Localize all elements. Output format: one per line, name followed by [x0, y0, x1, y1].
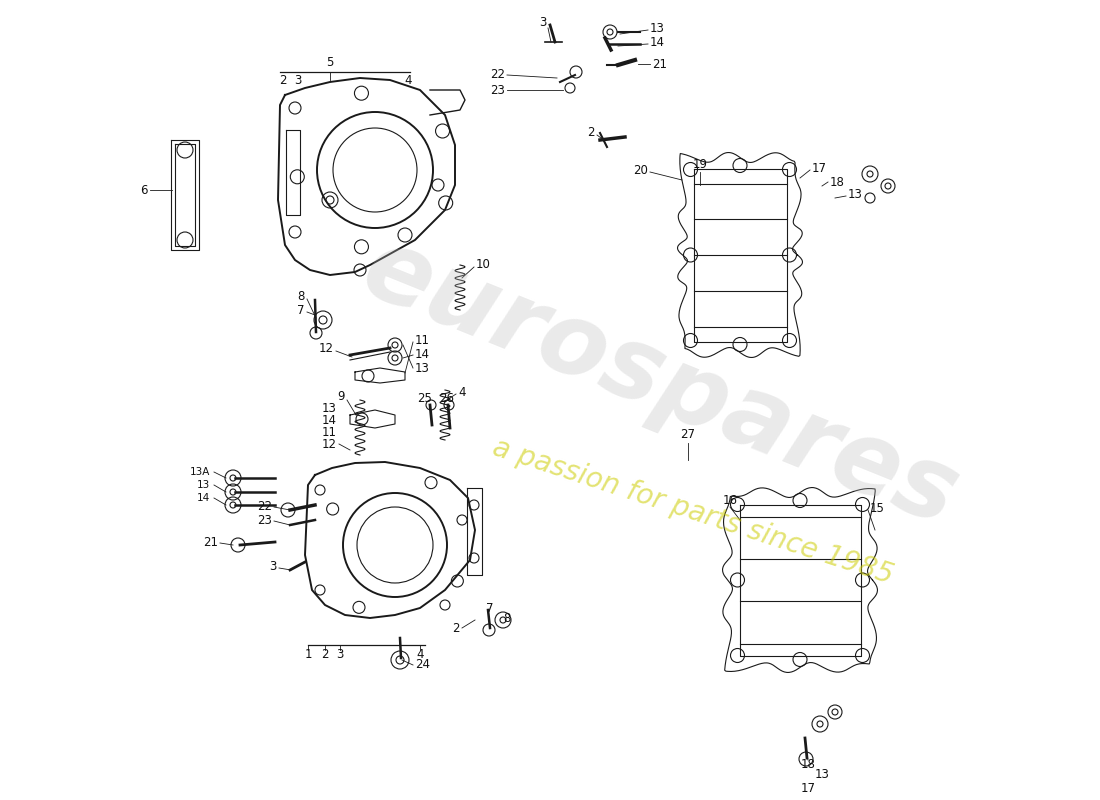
Text: 17: 17 [812, 162, 827, 174]
Text: 13: 13 [322, 402, 337, 414]
Text: 24: 24 [415, 658, 430, 671]
Text: 3: 3 [539, 15, 547, 29]
Text: 8: 8 [298, 290, 305, 303]
Text: 11: 11 [415, 334, 430, 346]
Text: 13: 13 [815, 769, 829, 782]
Text: 13A: 13A [189, 467, 210, 477]
Text: eurospares: eurospares [349, 221, 971, 547]
Text: 23: 23 [491, 83, 505, 97]
Text: 15: 15 [870, 502, 884, 514]
Text: 19: 19 [693, 158, 707, 171]
Text: 26: 26 [440, 391, 454, 405]
Text: 22: 22 [257, 501, 272, 514]
Text: 1: 1 [305, 647, 311, 661]
Text: 18: 18 [801, 758, 815, 771]
Text: 2: 2 [452, 622, 460, 634]
Text: 2: 2 [279, 74, 287, 86]
Text: 4: 4 [416, 647, 424, 661]
Text: 12: 12 [319, 342, 334, 355]
Text: 14: 14 [322, 414, 337, 426]
Text: 14: 14 [650, 35, 666, 49]
Text: 7: 7 [297, 303, 305, 317]
Text: 21: 21 [204, 537, 218, 550]
Text: 21: 21 [652, 58, 667, 70]
Text: 2: 2 [321, 647, 329, 661]
Text: 4: 4 [458, 386, 465, 398]
Text: a passion for parts since 1985: a passion for parts since 1985 [490, 434, 896, 590]
Text: 14: 14 [197, 493, 210, 503]
Text: 27: 27 [681, 429, 695, 442]
Text: 11: 11 [322, 426, 337, 438]
Text: 13: 13 [197, 480, 210, 490]
Text: 13: 13 [848, 189, 862, 202]
Text: 14: 14 [415, 349, 430, 362]
Text: 20: 20 [634, 163, 648, 177]
Text: 3: 3 [295, 74, 301, 86]
Text: 23: 23 [257, 514, 272, 527]
Text: 3: 3 [270, 561, 277, 574]
Text: 6: 6 [141, 183, 149, 197]
Text: 5: 5 [327, 55, 333, 69]
Text: 25: 25 [418, 391, 432, 405]
Text: 2: 2 [587, 126, 595, 139]
Text: 16: 16 [723, 494, 737, 506]
Text: 22: 22 [490, 69, 505, 82]
Text: 3: 3 [337, 647, 343, 661]
Text: 8: 8 [504, 611, 510, 625]
Text: 18: 18 [830, 175, 845, 189]
Text: 9: 9 [338, 390, 345, 403]
Text: 13: 13 [415, 362, 430, 374]
Text: 12: 12 [322, 438, 337, 450]
Text: 7: 7 [486, 602, 494, 614]
Text: 13: 13 [650, 22, 664, 34]
Text: 4: 4 [405, 74, 411, 86]
Text: 10: 10 [476, 258, 491, 271]
Text: 17: 17 [801, 782, 815, 794]
